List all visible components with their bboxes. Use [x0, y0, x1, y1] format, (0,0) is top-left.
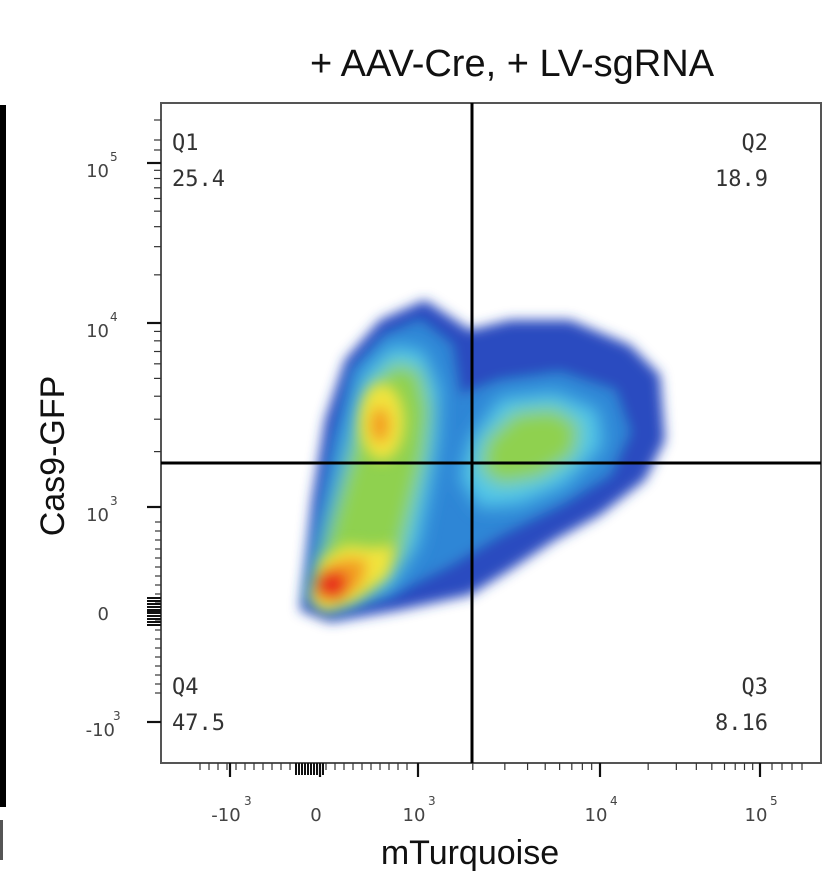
x-tick-exponent: 3 [428, 794, 436, 808]
y-tick-exponent: 5 [110, 150, 118, 164]
quadrant-q3-value: 8.16 [715, 711, 768, 736]
quadrant-q1-value: 25.4 [172, 167, 225, 192]
y-tick-label: -10 [86, 720, 115, 741]
x-tick-label: 10 [585, 805, 608, 826]
y-tick-label: 10 [86, 161, 109, 182]
x-axis-label: mTurquoise [381, 834, 559, 872]
x-tick-exponent: 3 [244, 794, 252, 808]
left-edge-bar [0, 105, 6, 807]
density-level-6-upper [370, 407, 390, 443]
x-axis-ticks [199, 763, 803, 777]
quadrant-q4-name: Q4 [172, 675, 199, 700]
y-tick-label: 10 [86, 321, 109, 342]
y-tick-label: 10 [86, 505, 109, 526]
x-tick-label: 0 [310, 805, 321, 826]
x-tick-label: -10 [211, 805, 240, 826]
chart-title: + AAV-Cre, + LV-sgRNA [310, 43, 715, 85]
quadrant-q3-name: Q3 [742, 675, 769, 700]
y-tick-exponent: 3 [113, 709, 121, 723]
y-axis-label: Cas9-GFP [34, 376, 72, 537]
density-level-4b [480, 408, 580, 485]
x-tick-exponent: 5 [770, 794, 778, 808]
density-cloud [300, 300, 665, 622]
quadrant-q1-name: Q1 [172, 131, 199, 156]
quadrant-q4-value: 47.5 [172, 711, 225, 736]
y-tick-exponent: 3 [110, 494, 118, 508]
density-level-7 [316, 569, 348, 601]
x-tick-exponent: 4 [610, 794, 618, 808]
x-tick-label: 10 [745, 805, 768, 826]
x-tick-label: 10 [403, 805, 426, 826]
quadrant-q2-name: Q2 [742, 131, 769, 156]
y-tick-label: 0 [98, 604, 109, 625]
y-axis-ticks [147, 119, 161, 724]
quadrant-q2-value: 18.9 [715, 167, 768, 192]
left-edge-bar-small [0, 820, 3, 860]
y-tick-exponent: 4 [110, 310, 118, 324]
